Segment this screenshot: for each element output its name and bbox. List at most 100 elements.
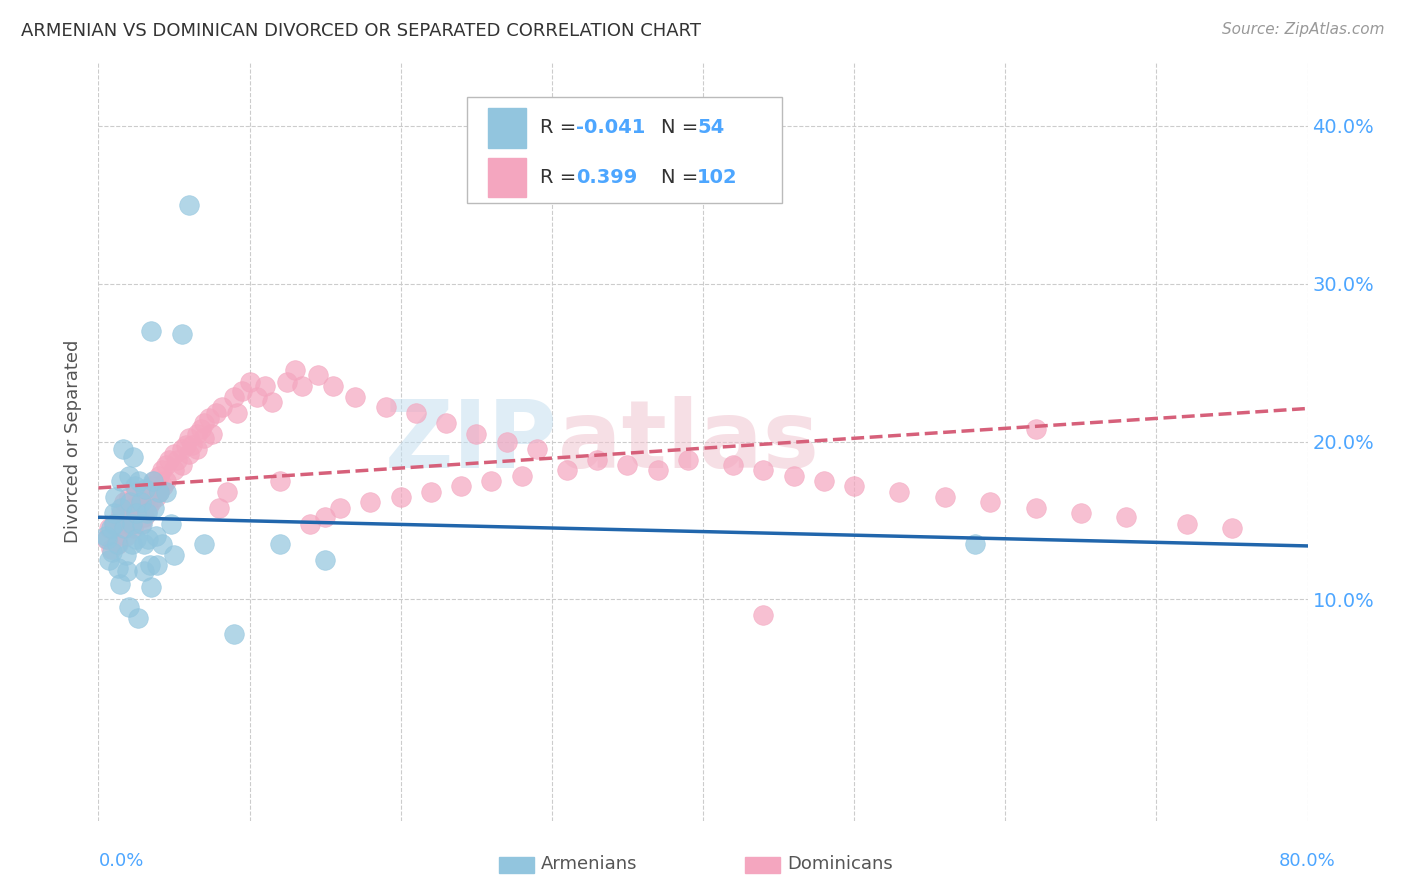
Point (179, 197, 201, 211)
Point (129, 516, 152, 531)
Point (163, 548, 186, 563)
Text: -0.041: -0.041 (576, 119, 645, 137)
Point (98, 553, 121, 567)
Text: 54: 54 (697, 119, 724, 137)
Point (143, 474, 166, 488)
Point (752, 463, 775, 477)
Point (314, 510, 336, 524)
Point (105, 529, 128, 543)
Point (141, 324, 163, 338)
Point (98, 521, 121, 535)
Point (495, 434, 517, 449)
Point (1175, 516, 1198, 531)
Point (145, 490, 167, 504)
Point (115, 564, 138, 578)
Point (148, 485, 170, 500)
Point (152, 479, 174, 493)
Text: 0.0%: 0.0% (98, 852, 143, 870)
Point (434, 416, 457, 430)
Point (813, 474, 835, 488)
Point (965, 537, 987, 551)
Point (107, 561, 129, 575)
Point (114, 548, 136, 563)
Point (193, 416, 215, 430)
Point (510, 469, 533, 483)
Point (186, 426, 208, 441)
Point (224, 390, 246, 404)
Text: 102: 102 (697, 168, 738, 186)
Point (110, 500, 132, 515)
Point (103, 516, 125, 531)
Point (127, 611, 149, 625)
Point (586, 453, 609, 467)
Point (979, 494, 1001, 508)
Point (170, 442, 193, 457)
Bar (488, 158, 526, 197)
Point (163, 463, 186, 477)
Point (96, 533, 118, 547)
Point (132, 494, 155, 508)
Point (844, 479, 866, 493)
Point (121, 500, 143, 515)
Text: R =: R = (540, 168, 576, 186)
Point (752, 608, 775, 623)
Point (101, 545, 124, 559)
Point (211, 400, 233, 414)
Point (170, 327, 193, 342)
Point (253, 379, 276, 393)
Point (131, 516, 153, 531)
Point (307, 368, 329, 383)
Point (141, 479, 163, 493)
Point (246, 390, 269, 404)
Point (179, 447, 201, 461)
Point (647, 463, 669, 477)
Point (128, 474, 150, 488)
Point (125, 485, 148, 500)
Point (114, 529, 136, 543)
Text: Source: ZipAtlas.com: Source: ZipAtlas.com (1222, 22, 1385, 37)
Point (676, 453, 699, 467)
Point (132, 510, 155, 524)
Point (170, 458, 193, 473)
Point (616, 458, 638, 473)
Point (120, 494, 142, 508)
Point (934, 490, 956, 504)
Point (141, 494, 163, 508)
Point (155, 458, 177, 473)
Point (125, 506, 148, 520)
Point (360, 494, 382, 508)
Point (129, 494, 152, 508)
Point (110, 516, 132, 531)
Point (374, 400, 396, 414)
Point (1024, 500, 1046, 515)
Point (122, 450, 145, 465)
Point (1024, 422, 1046, 436)
Point (555, 463, 578, 477)
Point (889, 485, 911, 500)
Point (193, 431, 215, 445)
Point (526, 442, 548, 457)
Point (104, 490, 127, 504)
Point (100, 541, 122, 556)
Point (224, 627, 246, 641)
Point (1115, 510, 1137, 524)
Point (344, 390, 367, 404)
Point (146, 558, 169, 572)
Point (262, 395, 284, 409)
Point (276, 375, 298, 389)
Point (450, 479, 472, 493)
Point (190, 422, 212, 436)
Point (299, 516, 322, 531)
Point (108, 576, 131, 591)
Point (166, 453, 188, 467)
Point (150, 463, 173, 477)
Point (142, 474, 165, 488)
Text: R =: R = (540, 119, 576, 137)
Point (181, 438, 204, 452)
Point (208, 500, 231, 515)
FancyBboxPatch shape (467, 96, 782, 202)
Point (205, 406, 228, 420)
Point (112, 521, 135, 535)
Point (159, 453, 181, 467)
Point (226, 406, 249, 420)
